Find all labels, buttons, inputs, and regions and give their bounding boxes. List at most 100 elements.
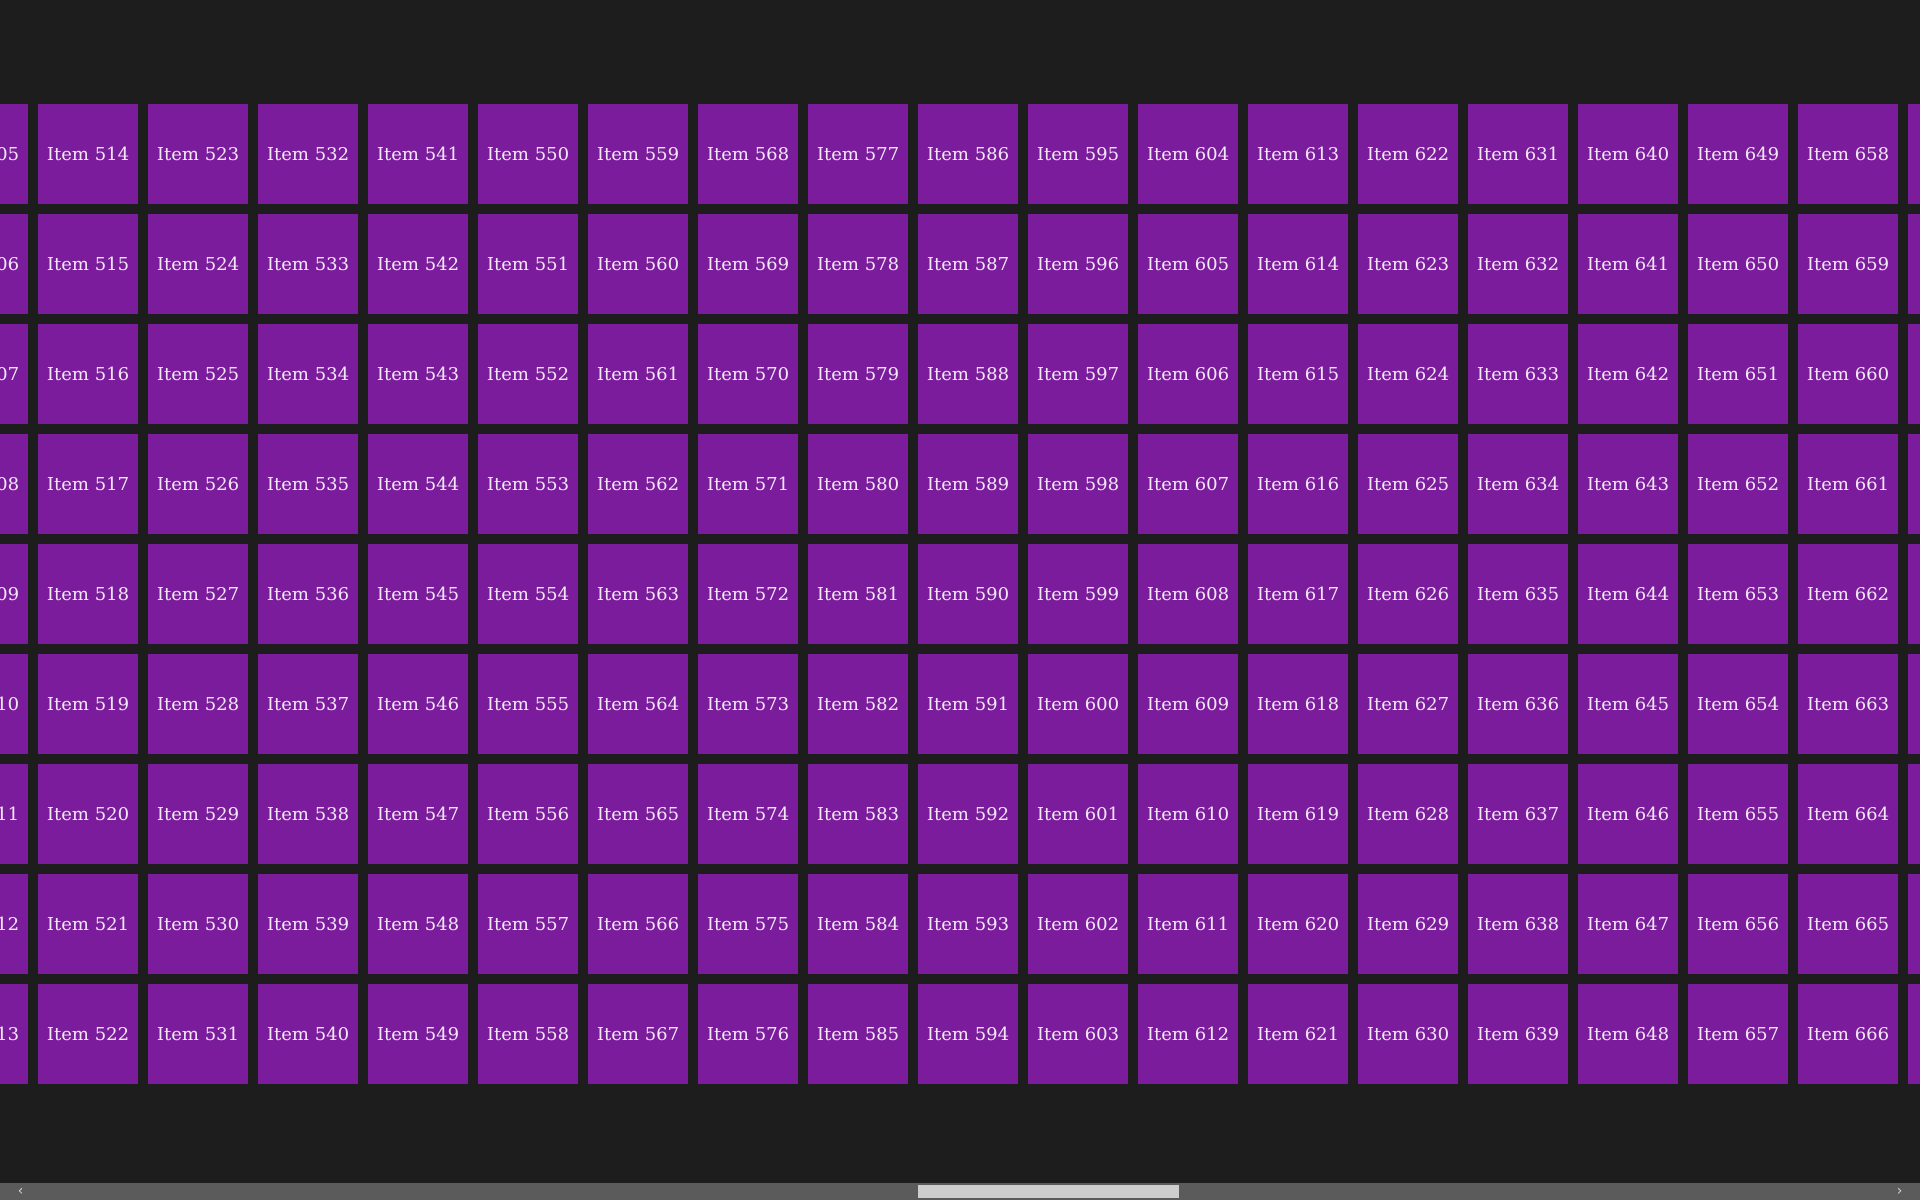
item-tile[interactable]: Item 651 — [1688, 324, 1788, 424]
item-tile[interactable]: Item 543 — [368, 324, 468, 424]
item-tile[interactable]: Item 658 — [1798, 104, 1898, 204]
item-tile[interactable]: Item 660 — [1798, 324, 1898, 424]
item-tile[interactable]: Item 560 — [588, 214, 688, 314]
item-tile[interactable]: Item 548 — [368, 874, 468, 974]
item-tile[interactable]: Item 556 — [478, 764, 578, 864]
item-tile[interactable]: Item 535 — [258, 434, 358, 534]
item-tile[interactable]: Item 626 — [1358, 544, 1458, 644]
item-tile[interactable]: Item 611 — [1138, 874, 1238, 974]
item-tile[interactable]: Item 509 — [0, 544, 28, 644]
item-tile[interactable]: Item 619 — [1248, 764, 1348, 864]
item-tile[interactable]: Item 520 — [38, 764, 138, 864]
item-tile-partial[interactable] — [1908, 654, 1920, 754]
item-tile[interactable]: Item 617 — [1248, 544, 1348, 644]
item-tile[interactable]: Item 655 — [1688, 764, 1788, 864]
item-tile[interactable]: Item 623 — [1358, 214, 1458, 314]
item-tile[interactable]: Item 577 — [808, 104, 908, 204]
item-tile[interactable]: Item 510 — [0, 654, 28, 754]
item-tile[interactable]: Item 531 — [148, 984, 248, 1084]
item-tile[interactable]: Item 538 — [258, 764, 358, 864]
item-tile[interactable]: Item 522 — [38, 984, 138, 1084]
item-tile[interactable]: Item 662 — [1798, 544, 1898, 644]
item-tile[interactable]: Item 578 — [808, 214, 908, 314]
scroll-right-arrow[interactable]: › — [1896, 1183, 1903, 1199]
item-tile[interactable]: Item 636 — [1468, 654, 1568, 754]
item-tile[interactable]: Item 527 — [148, 544, 248, 644]
item-tile[interactable]: Item 639 — [1468, 984, 1568, 1084]
item-tile[interactable]: Item 561 — [588, 324, 688, 424]
item-tile[interactable]: Item 557 — [478, 874, 578, 974]
item-tile[interactable]: Item 606 — [1138, 324, 1238, 424]
horizontal-scrollbar[interactable]: ‹ › — [0, 1183, 1920, 1200]
item-tile[interactable]: Item 596 — [1028, 214, 1128, 314]
scroll-thumb[interactable] — [918, 1185, 1179, 1198]
item-tile[interactable]: Item 517 — [38, 434, 138, 534]
item-tile-partial[interactable] — [1908, 324, 1920, 424]
item-tile[interactable]: Item 513 — [0, 984, 28, 1084]
item-tile[interactable]: Item 572 — [698, 544, 798, 644]
item-tile[interactable]: Item 571 — [698, 434, 798, 534]
item-tile[interactable]: Item 550 — [478, 104, 578, 204]
item-tile[interactable]: Item 631 — [1468, 104, 1568, 204]
item-tile[interactable]: Item 593 — [918, 874, 1018, 974]
item-tile[interactable]: Item 536 — [258, 544, 358, 644]
item-tile[interactable]: Item 516 — [38, 324, 138, 424]
item-tile[interactable]: Item 558 — [478, 984, 578, 1084]
item-tile[interactable]: Item 551 — [478, 214, 578, 314]
item-tile[interactable]: Item 595 — [1028, 104, 1128, 204]
item-tile[interactable]: Item 553 — [478, 434, 578, 534]
item-tile[interactable]: Item 641 — [1578, 214, 1678, 314]
item-tile[interactable]: Item 654 — [1688, 654, 1788, 754]
item-tile[interactable]: Item 528 — [148, 654, 248, 754]
item-tile[interactable]: Item 657 — [1688, 984, 1788, 1084]
item-tile[interactable]: Item 643 — [1578, 434, 1678, 534]
item-tile[interactable]: Item 582 — [808, 654, 908, 754]
item-tile[interactable]: Item 653 — [1688, 544, 1788, 644]
item-tile[interactable]: Item 648 — [1578, 984, 1678, 1084]
item-tile[interactable]: Item 629 — [1358, 874, 1458, 974]
item-tile[interactable]: Item 525 — [148, 324, 248, 424]
item-tile[interactable]: Item 618 — [1248, 654, 1348, 754]
item-tile[interactable]: Item 632 — [1468, 214, 1568, 314]
item-tile-partial[interactable] — [1908, 104, 1920, 204]
item-tile[interactable]: Item 665 — [1798, 874, 1898, 974]
item-tile-partial[interactable] — [1908, 214, 1920, 314]
item-tile[interactable]: Item 508 — [0, 434, 28, 534]
item-tile-partial[interactable] — [1908, 764, 1920, 864]
item-tile[interactable]: Item 532 — [258, 104, 358, 204]
item-tile[interactable]: Item 534 — [258, 324, 358, 424]
item-tile[interactable]: Item 526 — [148, 434, 248, 534]
item-tile[interactable]: Item 562 — [588, 434, 688, 534]
item-tile[interactable]: Item 544 — [368, 434, 468, 534]
item-tile[interactable]: Item 628 — [1358, 764, 1458, 864]
item-tile[interactable]: Item 633 — [1468, 324, 1568, 424]
item-tile[interactable]: Item 591 — [918, 654, 1018, 754]
item-tile[interactable]: Item 661 — [1798, 434, 1898, 534]
item-tile[interactable]: Item 630 — [1358, 984, 1458, 1084]
item-tile[interactable]: Item 547 — [368, 764, 468, 864]
item-tile[interactable]: Item 614 — [1248, 214, 1348, 314]
item-tile-partial[interactable] — [1908, 434, 1920, 534]
item-tile[interactable]: Item 554 — [478, 544, 578, 644]
item-tile[interactable]: Item 649 — [1688, 104, 1788, 204]
item-tile[interactable]: Item 564 — [588, 654, 688, 754]
item-tile[interactable]: Item 507 — [0, 324, 28, 424]
item-tile[interactable]: Item 604 — [1138, 104, 1238, 204]
item-tile[interactable]: Item 537 — [258, 654, 358, 754]
item-tile[interactable]: Item 647 — [1578, 874, 1678, 974]
item-tile[interactable]: Item 514 — [38, 104, 138, 204]
item-tile[interactable]: Item 587 — [918, 214, 1018, 314]
item-tile[interactable]: Item 566 — [588, 874, 688, 974]
item-tile[interactable]: Item 652 — [1688, 434, 1788, 534]
item-tile[interactable]: Item 608 — [1138, 544, 1238, 644]
item-tile[interactable]: Item 620 — [1248, 874, 1348, 974]
item-tile[interactable]: Item 533 — [258, 214, 358, 314]
item-tile[interactable]: Item 588 — [918, 324, 1018, 424]
item-tile[interactable]: Item 621 — [1248, 984, 1348, 1084]
item-tile[interactable]: Item 605 — [1138, 214, 1238, 314]
item-tile[interactable]: Item 600 — [1028, 654, 1128, 754]
item-tile[interactable]: Item 540 — [258, 984, 358, 1084]
item-tile[interactable]: Item 512 — [0, 874, 28, 974]
item-tile-partial[interactable] — [1908, 984, 1920, 1084]
scroll-left-arrow[interactable]: ‹ — [17, 1183, 24, 1199]
